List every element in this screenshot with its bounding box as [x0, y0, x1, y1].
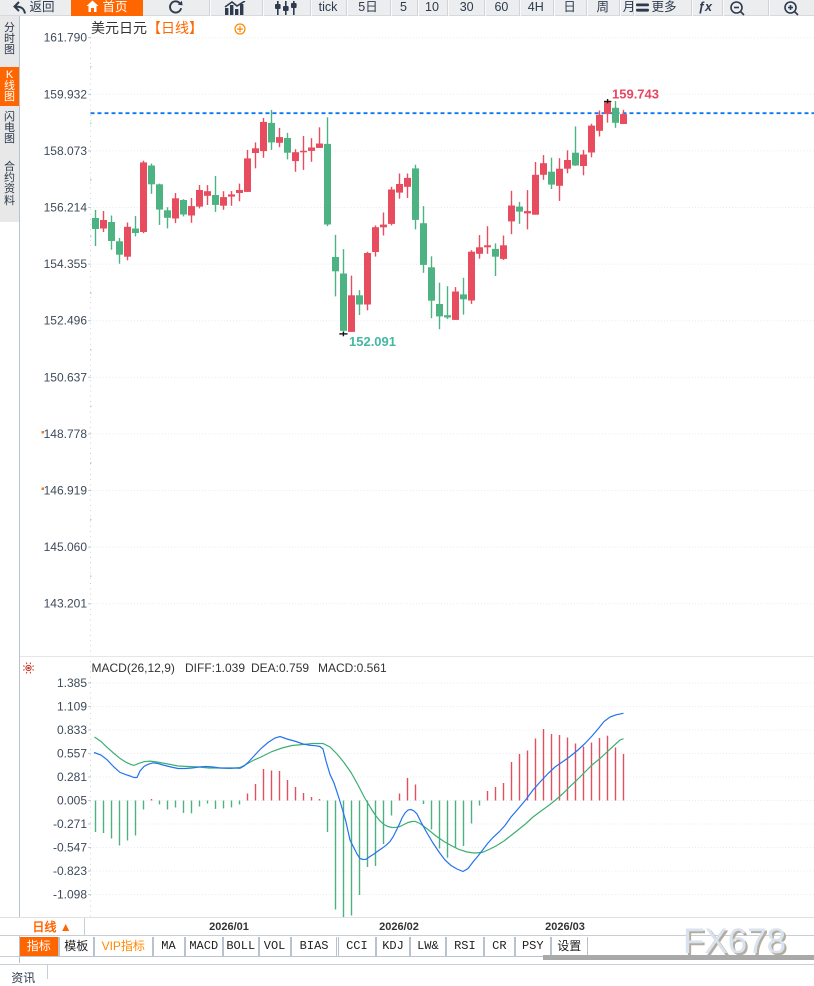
svg-text:-0.271: -0.271: [53, 817, 87, 831]
svg-text:143.201: 143.201: [44, 597, 88, 611]
svg-text:0.557: 0.557: [57, 747, 87, 761]
svg-text:152.496: 152.496: [44, 314, 88, 328]
svg-text:0.281: 0.281: [57, 770, 87, 784]
svg-text:145.060: 145.060: [44, 540, 88, 554]
svg-text:-0.823: -0.823: [53, 864, 87, 878]
svg-text:154.355: 154.355: [44, 257, 88, 271]
svg-text:156.214: 156.214: [44, 201, 88, 215]
svg-text:150.637: 150.637: [44, 370, 88, 384]
svg-text:美元日元【日线】: 美元日元【日线】: [91, 20, 203, 36]
svg-text:148.778: 148.778: [44, 427, 88, 441]
svg-text:152.091: 152.091: [349, 334, 396, 349]
svg-text:0.833: 0.833: [57, 723, 87, 737]
svg-text:MACD:0.561: MACD:0.561: [318, 661, 387, 675]
svg-text:DEA:0.759: DEA:0.759: [251, 661, 309, 675]
svg-text:161.790: 161.790: [44, 31, 88, 45]
svg-text:-1.098: -1.098: [53, 888, 87, 902]
svg-text:0.005: 0.005: [57, 794, 87, 808]
svg-text:1.385: 1.385: [57, 676, 87, 690]
svg-text:159.932: 159.932: [44, 87, 88, 101]
svg-text:158.073: 158.073: [44, 144, 88, 158]
svg-text:DIFF:1.039: DIFF:1.039: [185, 661, 245, 675]
svg-text:-0.547: -0.547: [53, 841, 87, 855]
svg-text:146.919: 146.919: [44, 484, 88, 498]
svg-text:159.743: 159.743: [612, 87, 659, 102]
svg-text:1.109: 1.109: [57, 700, 87, 714]
svg-text:MACD(26,12,9): MACD(26,12,9): [92, 661, 175, 675]
